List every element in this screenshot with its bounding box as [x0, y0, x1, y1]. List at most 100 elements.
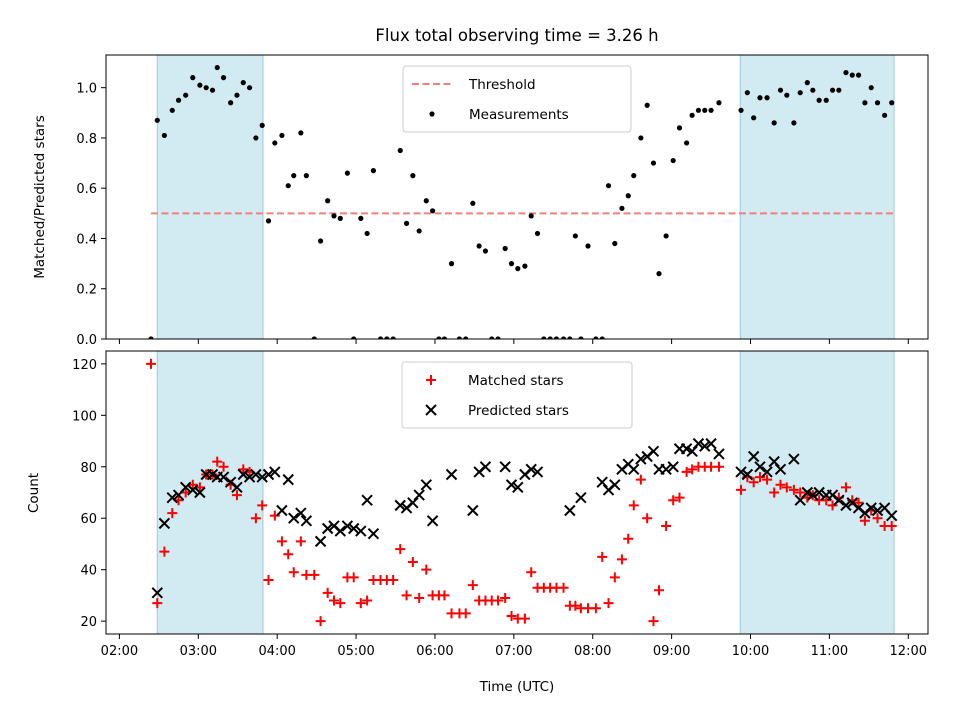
data-point: [631, 173, 637, 179]
data-point: [716, 100, 722, 106]
data-point: [441, 336, 448, 339]
data-point: [833, 494, 845, 506]
data-point: [531, 466, 544, 478]
data-point: [705, 437, 717, 450]
data-point: [635, 474, 646, 485]
x-tick-label: 03:00: [180, 644, 217, 659]
data-point: [810, 87, 816, 93]
data-point: [314, 535, 327, 548]
data-point: [599, 336, 605, 339]
data-point: [578, 336, 584, 339]
data-point: [788, 484, 799, 495]
data-point: [256, 471, 268, 483]
data-point: [467, 580, 478, 591]
data-point: [259, 122, 265, 128]
data-point: [515, 266, 521, 272]
data-point: [829, 87, 836, 93]
x-tick-label: 05:00: [337, 644, 374, 659]
data-point: [151, 587, 163, 599]
data-point: [154, 117, 160, 123]
data-point: [152, 598, 163, 609]
data-point: [744, 90, 750, 96]
data-point: [547, 336, 553, 339]
data-point: [843, 69, 849, 76]
data-point: [512, 481, 524, 494]
data-point: [748, 477, 759, 488]
data-point: [647, 445, 660, 458]
data-point: [886, 520, 897, 531]
data-point: [407, 556, 418, 567]
data-point: [388, 574, 399, 585]
data-point: [187, 484, 199, 496]
data-point: [687, 464, 698, 475]
data-point: [603, 598, 614, 609]
plot-area: [148, 55, 895, 339]
data-point: [283, 549, 294, 560]
data-point: [421, 564, 432, 575]
data-point: [791, 120, 797, 126]
y-tick-label: 0.4: [76, 232, 97, 247]
x-tick-label: 09:00: [653, 644, 690, 659]
data-point: [788, 453, 800, 465]
y-tick-label: 0.2: [76, 283, 97, 298]
data-point: [553, 336, 560, 339]
data-point: [390, 336, 396, 339]
data-point: [315, 616, 326, 627]
y-tick-label: 40: [80, 564, 97, 579]
y-tick-label: 60: [80, 512, 97, 527]
data-point: [456, 336, 463, 339]
data-point: [653, 585, 664, 596]
data-point: [560, 336, 567, 339]
data-point: [505, 479, 518, 491]
data-point: [593, 336, 599, 339]
data-point: [276, 536, 287, 547]
axes-frame: [105, 350, 929, 635]
data-point: [741, 468, 754, 481]
data-point: [872, 513, 883, 524]
bottom-y-axis-label: Count: [26, 473, 42, 513]
y-tick-label: 120: [72, 358, 97, 373]
data-point: [479, 461, 492, 473]
data-point: [288, 567, 299, 578]
x-tick-label: 04:00: [258, 644, 295, 659]
data-point: [384, 336, 390, 339]
data-point: [762, 474, 773, 485]
x-tick-label: 12:00: [890, 644, 927, 659]
data-point: [285, 183, 291, 189]
legend-marker: [426, 375, 436, 385]
data-point: [747, 450, 760, 463]
data-point: [868, 85, 874, 91]
data-point: [661, 520, 672, 531]
data-point: [167, 508, 178, 519]
data-point: [855, 72, 862, 78]
data-point: [769, 487, 780, 498]
data-point: [311, 336, 317, 339]
data-point: [628, 500, 639, 511]
shaded-interval: [739, 351, 895, 634]
data-point: [426, 515, 439, 527]
data-point: [499, 461, 511, 473]
data-point: [865, 502, 877, 514]
data-point: [522, 263, 528, 269]
data-point: [699, 440, 711, 452]
data-point: [609, 479, 621, 491]
data-point: [590, 603, 601, 614]
data-point: [257, 500, 268, 511]
data-point: [423, 198, 429, 204]
y-tick-label: 20: [80, 615, 97, 630]
data-point: [575, 491, 587, 504]
data-point: [644, 102, 650, 108]
data-point: [795, 487, 806, 498]
data-point: [534, 230, 541, 237]
data-point: [612, 240, 618, 247]
data-point: [676, 125, 683, 131]
data-point: [377, 336, 384, 339]
data-point: [169, 107, 175, 113]
legend-box: [401, 361, 633, 429]
data-point: [467, 504, 479, 517]
data-point: [708, 107, 714, 113]
data-point: [804, 80, 810, 86]
data-point: [334, 525, 347, 537]
data-point: [886, 509, 898, 522]
y-tick-label: 0.6: [76, 182, 97, 197]
